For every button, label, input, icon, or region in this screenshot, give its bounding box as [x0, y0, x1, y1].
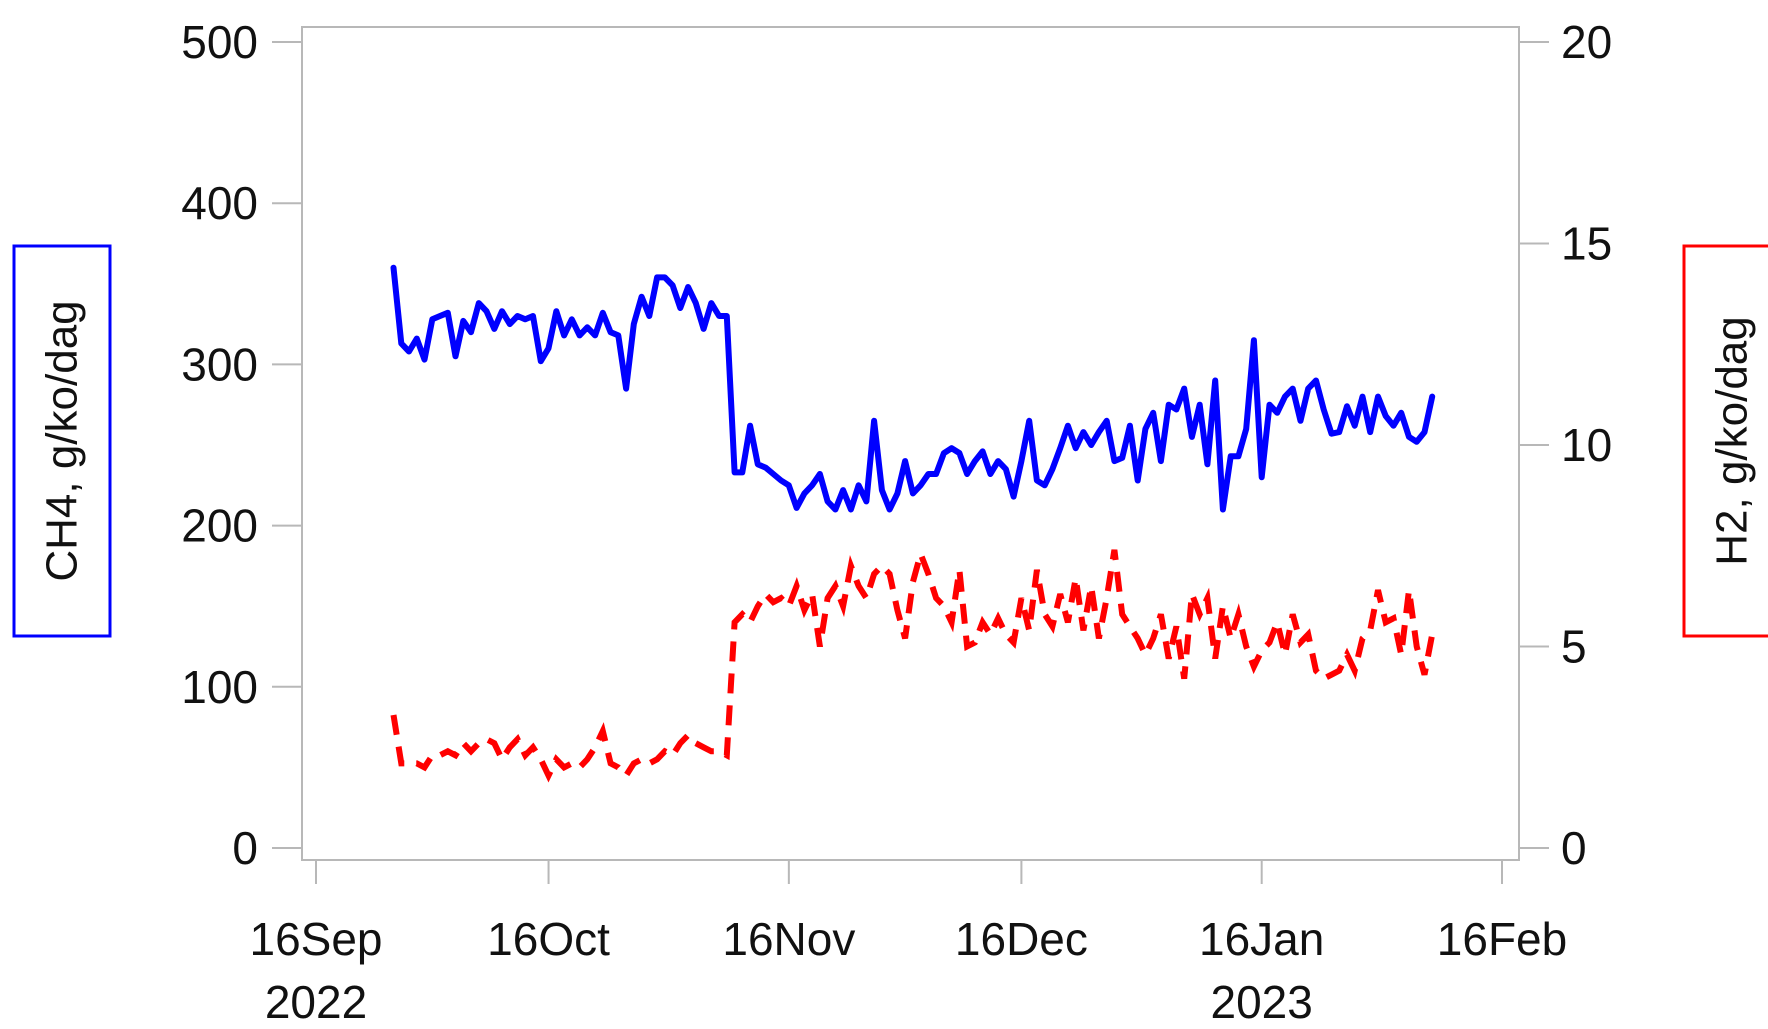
- x-tick-label: 16Jan: [1199, 913, 1324, 965]
- y-left-tick-label: 500: [181, 16, 258, 68]
- y-right-tick-label: 15: [1561, 218, 1612, 270]
- y-right-tick-label: 0: [1561, 822, 1587, 874]
- axis-layer: 0 100 200 300 400 500 0 5 10 15 20 16Sep 2022 16Oct 16…: [181, 16, 1612, 1028]
- y-right-tick-label: 5: [1561, 621, 1587, 673]
- y-left-axis-title: CH4, g/ko/dag: [38, 300, 87, 581]
- y-right-tick-label: 20: [1561, 16, 1612, 68]
- ch4-series-line: [390, 264, 1436, 513]
- y-right-tick-label: 10: [1561, 419, 1612, 471]
- y-left-tick-label: 300: [181, 338, 258, 390]
- x-tick-label: 16Dec: [955, 913, 1088, 965]
- y-left-tick-label: 100: [181, 661, 258, 713]
- y-right-label-box: [1682, 244, 1768, 638]
- plot-frame: [301, 26, 1520, 861]
- x-tick-label: 16Sep: [249, 913, 382, 965]
- y-left-label-box: [12, 244, 112, 638]
- x-tick-label: 16Oct: [487, 913, 610, 965]
- series-layer: [390, 264, 1436, 783]
- h2-series-line: [390, 544, 1436, 783]
- y-left-tick-label: 400: [181, 177, 258, 229]
- x-tick-label: 16Nov: [722, 913, 855, 965]
- y-left-tick-label: 200: [181, 500, 258, 552]
- x-tick-year-label: 2022: [265, 976, 367, 1028]
- x-tick-label: 16Feb: [1437, 913, 1567, 965]
- x-tick-year-label: 2023: [1211, 976, 1313, 1028]
- y-right-axis-title: H2, g/ko/dag: [1708, 316, 1757, 566]
- y-left-tick-label: 0: [232, 822, 258, 874]
